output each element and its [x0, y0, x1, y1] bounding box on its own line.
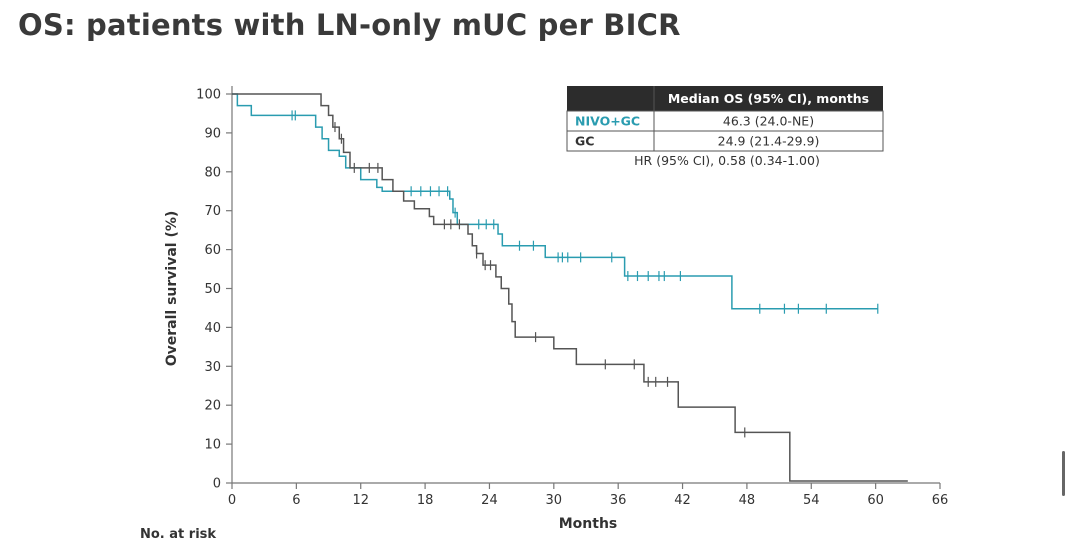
- table-header-bg: [567, 86, 883, 111]
- y-tick-label: 100: [196, 88, 221, 103]
- page-title: OS: patients with LN-only mUC per BICR: [18, 8, 681, 42]
- x-axis-title: Months: [559, 516, 618, 532]
- x-tick-label: 48: [739, 493, 756, 508]
- x-tick-label: 12: [352, 493, 369, 508]
- y-tick-label: 0: [213, 477, 221, 492]
- x-tick-label: 0: [228, 493, 236, 508]
- x-tick-label: 18: [417, 493, 434, 508]
- scrollbar-thumb[interactable]: [1062, 451, 1065, 496]
- x-tick-label: 24: [481, 493, 498, 508]
- table-row: [566, 130, 884, 152]
- x-tick-label: 66: [932, 493, 949, 508]
- x-tick-label: 42: [674, 493, 691, 508]
- chart-axes: 0 10 20 30 40 50 60 70 80 90 100 0 6 12 18 24 30 36 42 48 54…: [164, 86, 948, 532]
- x-tick-label: 60: [867, 493, 884, 508]
- y-tick-label: 80: [204, 165, 221, 180]
- table-row-value: 24.9 (21.4-29.9): [718, 134, 820, 149]
- y-tick-label: 40: [204, 321, 221, 336]
- series-line-nivo-gc: [232, 93, 878, 310]
- y-tick-label: 30: [204, 360, 221, 375]
- y-tick-label: 60: [204, 243, 221, 258]
- median-os-table: Median OS (95% CI), months NIVO+GC 46.3 (2…: [566, 86, 884, 168]
- table-row-value: 46.3 (24.0-NE): [723, 114, 814, 129]
- x-tick-label: 54: [803, 493, 820, 508]
- y-axis-title: Overall survival (%): [164, 211, 180, 367]
- no-at-risk-label: No. at risk: [140, 527, 217, 542]
- y-tick-label: 20: [204, 399, 221, 414]
- x-tick-label: 36: [610, 493, 627, 508]
- hazard-ratio-text: HR (95% CI), 0.58 (0.34-1.00): [634, 153, 820, 168]
- table-row-label: GC: [575, 134, 594, 149]
- y-tick-label: 50: [204, 282, 221, 297]
- x-tick-label: 30: [546, 493, 563, 508]
- y-tick-label: 70: [204, 204, 221, 219]
- y-tick-label: 10: [204, 438, 221, 453]
- table-row-label: NIVO+GC: [575, 114, 640, 129]
- table-header-text: Median OS (95% CI), months: [668, 91, 869, 106]
- x-tick-label: 6: [292, 493, 300, 508]
- y-tick-label: 90: [204, 126, 221, 141]
- chart-series-layer: [232, 93, 908, 482]
